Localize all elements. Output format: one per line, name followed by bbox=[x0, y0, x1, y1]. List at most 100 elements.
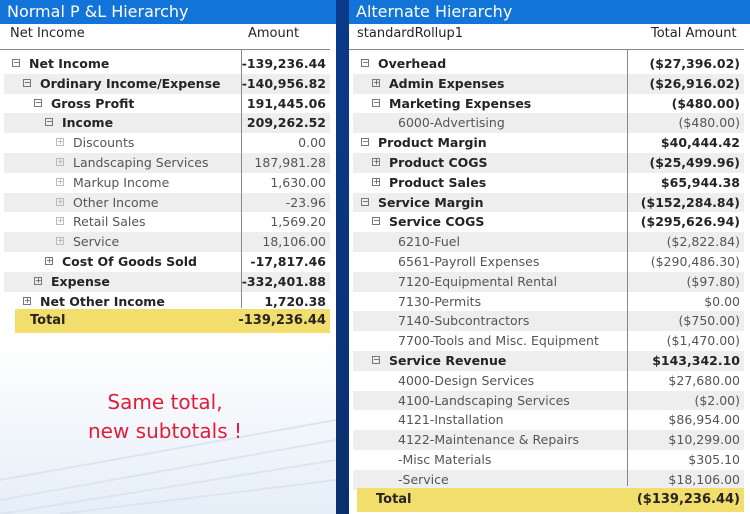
matrix-row-admin-expenses[interactable]: + Admin Expenses ($26,916.02) bbox=[353, 73, 744, 94]
row-label: 6000-Advertising bbox=[398, 115, 505, 131]
matrix-row-misc-materials[interactable]: -Misc Materials $305.10 bbox=[353, 450, 744, 470]
matrix-row-6000-advertising[interactable]: 6000-Advertising ($480.00) bbox=[353, 113, 744, 134]
matrix-row-4122-maintenance-repairs[interactable]: 4122-Maintenance & Repairs $10,299.00 bbox=[353, 430, 744, 450]
expand-icon[interactable]: + bbox=[56, 216, 64, 226]
header-divider bbox=[349, 49, 744, 50]
header-divider bbox=[0, 49, 330, 50]
matrix-row-product-margin[interactable]: − Product Margin $40,444.42 bbox=[353, 133, 744, 153]
matrix-row-service[interactable]: + Service 18,106.00 bbox=[4, 232, 330, 252]
matrix-row-overhead[interactable]: − Overhead ($27,396.02) bbox=[353, 54, 744, 74]
panel-separator bbox=[336, 0, 349, 514]
collapse-icon[interactable]: − bbox=[372, 97, 380, 107]
matrix-row-cost-of-goods-sold[interactable]: + Cost Of Goods Sold -17,817.46 bbox=[4, 252, 330, 272]
expand-icon[interactable]: + bbox=[372, 176, 380, 186]
row-label: -Service bbox=[398, 471, 449, 487]
row-amount: ($2.00) bbox=[694, 392, 740, 408]
matrix-row-expense[interactable]: + Expense -332,401.88 bbox=[4, 271, 330, 292]
expand-icon[interactable]: + bbox=[56, 137, 64, 147]
row-label: Overhead bbox=[378, 56, 447, 71]
row-label: Net Income bbox=[29, 56, 110, 71]
column-header-amount[interactable]: Amount bbox=[248, 26, 300, 41]
matrix-row-ordinary-income-expense[interactable]: − Ordinary Income/Expense -140,956.82 bbox=[4, 73, 330, 94]
row-amount: $18,106.00 bbox=[668, 471, 740, 487]
matrix-row-retail-sales[interactable]: + Retail Sales 1,569.20 bbox=[4, 212, 330, 232]
row-label: Markup Income bbox=[73, 174, 170, 190]
matrix-row-income[interactable]: − Income 209,262.52 bbox=[4, 113, 330, 134]
column-header-total-amount[interactable]: Total Amount bbox=[651, 26, 737, 41]
collapse-icon[interactable]: − bbox=[361, 137, 369, 147]
matrix-row-markup-income[interactable]: + Markup Income 1,630.00 bbox=[4, 173, 330, 193]
matrix-row-service-cogs[interactable]: − Service COGS ($295,626.94) bbox=[353, 212, 744, 232]
row-label: -Misc Materials bbox=[398, 452, 492, 467]
row-label: 7700-Tools and Misc. Equipment bbox=[398, 333, 599, 349]
row-label: Cost Of Goods Sold bbox=[62, 254, 197, 269]
expand-icon[interactable]: + bbox=[372, 77, 380, 87]
row-label: 4100-Landscaping Services bbox=[398, 392, 570, 408]
matrix-row-other-income[interactable]: + Other Income -23.96 bbox=[4, 192, 330, 213]
row-amount: ($480.00) bbox=[678, 115, 740, 131]
collapse-icon[interactable]: − bbox=[23, 77, 31, 87]
row-amount: ($26,916.02) bbox=[649, 75, 740, 91]
collapse-icon[interactable]: − bbox=[45, 117, 53, 127]
column-header-standard-rollup[interactable]: standardRollup1 bbox=[357, 26, 464, 41]
collapse-icon[interactable]: − bbox=[372, 216, 380, 226]
expand-icon[interactable]: + bbox=[23, 295, 31, 305]
note-line-1: Same total, bbox=[107, 390, 223, 414]
matrix-row-service[interactable]: -Service $18,106.00 bbox=[353, 469, 744, 490]
row-label: Income bbox=[62, 115, 114, 131]
matrix-row-7140-subcontractors[interactable]: 7140-Subcontractors ($750.00) bbox=[353, 311, 744, 332]
row-amount: $305.10 bbox=[688, 452, 740, 467]
expand-icon[interactable]: + bbox=[34, 275, 42, 285]
row-label: Other Income bbox=[73, 194, 159, 210]
row-label: Landscaping Services bbox=[73, 155, 209, 170]
matrix-row-6561-payroll-expenses[interactable]: 6561-Payroll Expenses ($290,486.30) bbox=[353, 252, 744, 272]
matrix-row-net-income[interactable]: − Net Income -139,236.44 bbox=[4, 54, 330, 74]
matrix-row-net-other-income[interactable]: + Net Other Income 1,720.38 bbox=[4, 292, 330, 312]
expand-icon[interactable]: + bbox=[45, 256, 53, 265]
matrix-row-marketing-expenses[interactable]: − Marketing Expenses ($480.00) bbox=[353, 94, 744, 114]
matrix-row-service-revenue[interactable]: − Service Revenue $143,342.10 bbox=[353, 351, 744, 371]
column-divider bbox=[627, 50, 628, 486]
expand-icon[interactable]: + bbox=[56, 157, 64, 166]
row-amount: $27,680.00 bbox=[668, 372, 740, 388]
collapse-icon[interactable]: − bbox=[361, 196, 369, 206]
row-label: 6210-Fuel bbox=[398, 234, 460, 250]
total-label: Total bbox=[30, 313, 66, 328]
collapse-icon[interactable]: − bbox=[361, 58, 369, 67]
matrix-row-discounts[interactable]: + Discounts 0.00 bbox=[4, 133, 330, 153]
matrix-row-7700-tools-and-misc-equipment[interactable]: 7700-Tools and Misc. Equipment ($1,470.00… bbox=[353, 331, 744, 351]
column-divider bbox=[241, 50, 242, 308]
matrix-row-4121-installation[interactable]: 4121-Installation $86,954.00 bbox=[353, 410, 744, 430]
column-header-net-income[interactable]: Net Income bbox=[10, 26, 85, 41]
matrix-row-product-cogs[interactable]: + Product COGS ($25,499.96) bbox=[353, 153, 744, 173]
row-label: Service Margin bbox=[378, 194, 484, 210]
collapse-icon[interactable]: − bbox=[12, 58, 20, 67]
row-label: Service bbox=[73, 234, 120, 250]
matrix-row-7120-equipmental-rental[interactable]: 7120-Equipmental Rental ($97.80) bbox=[353, 271, 744, 292]
row-amount: $86,954.00 bbox=[668, 412, 740, 428]
row-amount: ($152,284.84) bbox=[640, 194, 740, 210]
matrix-row-7130-permits[interactable]: 7130-Permits $0.00 bbox=[353, 292, 744, 312]
expand-icon[interactable]: + bbox=[56, 236, 64, 246]
matrix-row-service-margin[interactable]: − Service Margin ($152,284.84) bbox=[353, 192, 744, 213]
row-amount: 18,106.00 bbox=[262, 234, 326, 250]
collapse-icon[interactable]: − bbox=[34, 97, 42, 107]
expand-icon[interactable]: + bbox=[372, 157, 380, 166]
row-amount: 0.00 bbox=[298, 135, 326, 151]
row-amount: ($295,626.94) bbox=[640, 214, 740, 230]
row-amount: $143,342.10 bbox=[652, 353, 740, 368]
matrix-row-4000-design-services[interactable]: 4000-Design Services $27,680.00 bbox=[353, 371, 744, 391]
row-amount: 1,630.00 bbox=[270, 174, 326, 190]
collapse-icon[interactable]: − bbox=[372, 355, 380, 364]
matrix-row-gross-profit[interactable]: − Gross Profit 191,445.06 bbox=[4, 94, 330, 114]
matrix-row-landscaping-services[interactable]: + Landscaping Services 187,981.28 bbox=[4, 153, 330, 173]
row-amount: 1,720.38 bbox=[264, 293, 326, 309]
expand-icon[interactable]: + bbox=[56, 196, 64, 206]
matrix-row-product-sales[interactable]: + Product Sales $65,944.38 bbox=[353, 173, 744, 193]
matrix-row-4100-landscaping-services[interactable]: 4100-Landscaping Services ($2.00) bbox=[353, 390, 744, 411]
expand-icon[interactable]: + bbox=[56, 176, 64, 186]
row-amount: 191,445.06 bbox=[246, 95, 326, 111]
row-amount: -23.96 bbox=[285, 194, 326, 210]
total-amount: -139,236.44 bbox=[238, 313, 326, 328]
matrix-row-6210-fuel[interactable]: 6210-Fuel ($2,822.84) bbox=[353, 232, 744, 252]
